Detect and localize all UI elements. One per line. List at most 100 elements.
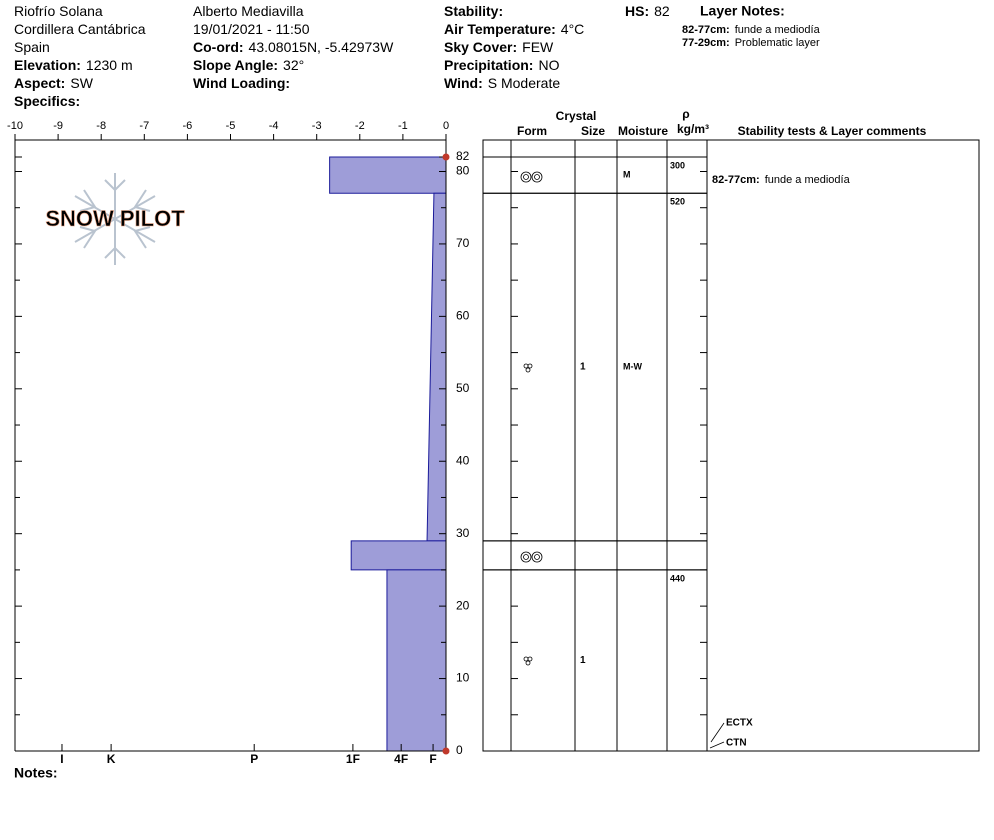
header-field-label: Elevation: [14, 57, 81, 73]
hardness-label: K [107, 752, 116, 766]
hardness-layer [350, 540, 447, 571]
x-tick-label: -1 [398, 120, 408, 132]
table-header: ρ [682, 107, 689, 121]
hs: HS: 82 [625, 3, 670, 19]
header-field-value: 19/01/2021 - 11:50 [193, 21, 310, 37]
test-arrows [709, 722, 725, 749]
stability-test: ECTX [726, 718, 753, 729]
header-field-value: NO [538, 57, 559, 73]
header-field-label: Co-ord: [193, 39, 244, 55]
hardness-layer [329, 156, 447, 194]
y-tick-label: 20 [456, 598, 470, 612]
notes-label: Notes: [14, 765, 58, 781]
moisture: M-W [623, 361, 642, 371]
table-header: kg/m³ [677, 122, 709, 136]
x-tick-label: -4 [269, 120, 279, 132]
table-header: Crystal [556, 109, 597, 123]
layer-comment-value: funde a mediodía [765, 174, 851, 186]
hardness-label: I [60, 752, 63, 766]
y-tick-label: 40 [456, 453, 470, 467]
header-field-label: Wind Loading: [193, 75, 290, 91]
hardness-layer [426, 192, 447, 542]
layer-note-label: 82-77cm: [682, 24, 730, 36]
density: 300 [670, 160, 685, 170]
table-frame [482, 139, 980, 752]
header-field-label: Precipitation: [444, 57, 533, 73]
x-tick-label: 0 [443, 120, 449, 132]
header-field: Precipitation: NO [444, 57, 560, 73]
header-field-label: Sky Cover: [444, 39, 517, 55]
watermark [74, 173, 156, 265]
header-field-value: Cordillera Cantábrica [14, 21, 146, 37]
x-tick-label: -8 [96, 120, 106, 132]
y-tick-label: 10 [456, 671, 470, 685]
header-field-value: Alberto Mediavilla [193, 3, 304, 19]
header-field: Aspect: SW [14, 75, 94, 91]
x-tick-label: -5 [226, 120, 236, 132]
header-field: Co-ord: 43.08015N, -5.42973W [193, 39, 394, 55]
layer-notes-title: Layer Notes: [700, 3, 785, 19]
header-field: Spain [14, 39, 50, 55]
hardness-label: P [250, 752, 258, 766]
grain-size: 1 [580, 655, 586, 666]
grain-size: 1 [580, 362, 586, 373]
header-field-label: Wind: [444, 75, 483, 91]
y-tick-label: 70 [456, 236, 470, 250]
layer-comment-label: 82-77cm: [712, 174, 760, 186]
header-field-label: Stability: [444, 3, 503, 19]
header-field-label: Aspect: [14, 75, 65, 91]
header-field-value: 43.08015N, -5.42973W [249, 39, 395, 55]
header-field: Stability: [444, 3, 503, 19]
header-field: Wind: S Moderate [444, 75, 560, 91]
hardness-layer [386, 569, 447, 752]
layer-note-label: 77-29cm: [682, 37, 730, 49]
table-header: Moisture [618, 124, 668, 138]
header-field: Air Temperature: 4°C [444, 21, 584, 37]
header-field-value: Spain [14, 39, 50, 55]
header-field-value: S Moderate [488, 75, 561, 91]
header-field-label: Air Temperature: [444, 21, 556, 37]
header-field-value: 1230 m [86, 57, 133, 73]
density: 520 [670, 197, 685, 207]
hs-value: 82 [654, 3, 670, 19]
header-field-value: FEW [522, 39, 554, 55]
table-header: Stability tests & Layer comments [738, 124, 927, 138]
y-tick-label: 82 [456, 149, 470, 163]
y-tick-label: 50 [456, 381, 470, 395]
header-field-value: 4°C [561, 21, 585, 37]
hs-marker [442, 153, 450, 161]
form-symbols [520, 171, 543, 666]
layer-note-value: funde a mediodía [735, 24, 821, 36]
header-field: Cordillera Cantábrica [14, 21, 146, 37]
header-field: Wind Loading: [193, 75, 290, 91]
moisture: M [623, 169, 631, 179]
x-tick-label: -7 [139, 120, 149, 132]
header-field-label: Slope Angle: [193, 57, 278, 73]
header-field: Riofrío Solana [14, 3, 103, 19]
header-field-value: SW [70, 75, 93, 91]
header-field: Alberto Mediavilla [193, 3, 304, 19]
x-tick-label: -3 [312, 120, 322, 132]
y-tick-label: 0 [456, 743, 463, 757]
x-tick-label: -9 [53, 120, 63, 132]
header-field: Specifics: [14, 93, 80, 109]
stability-test: CTN [726, 738, 747, 749]
density: 440 [670, 573, 685, 583]
y-tick-label: 60 [456, 309, 470, 323]
header-field: 19/01/2021 - 11:50 [193, 21, 310, 37]
layer-note-value: Problematic layer [735, 37, 820, 49]
logo: SNOW PILOT [45, 206, 185, 231]
layer-note: 82-77cm: funde a mediodía [682, 24, 821, 36]
ground-marker [442, 747, 450, 755]
x-tick-label: -2 [355, 120, 365, 132]
header-field: Slope Angle: 32° [193, 57, 304, 73]
layer-comment: 82-77cm: funde a mediodía [712, 174, 851, 186]
y-tick-label: 30 [456, 526, 470, 540]
hardness-label: F [429, 752, 436, 766]
header-field: Sky Cover: FEW [444, 39, 554, 55]
table-header: Size [581, 124, 605, 138]
header-field-value: 32° [283, 57, 304, 73]
hardness-label: 1F [346, 752, 360, 766]
